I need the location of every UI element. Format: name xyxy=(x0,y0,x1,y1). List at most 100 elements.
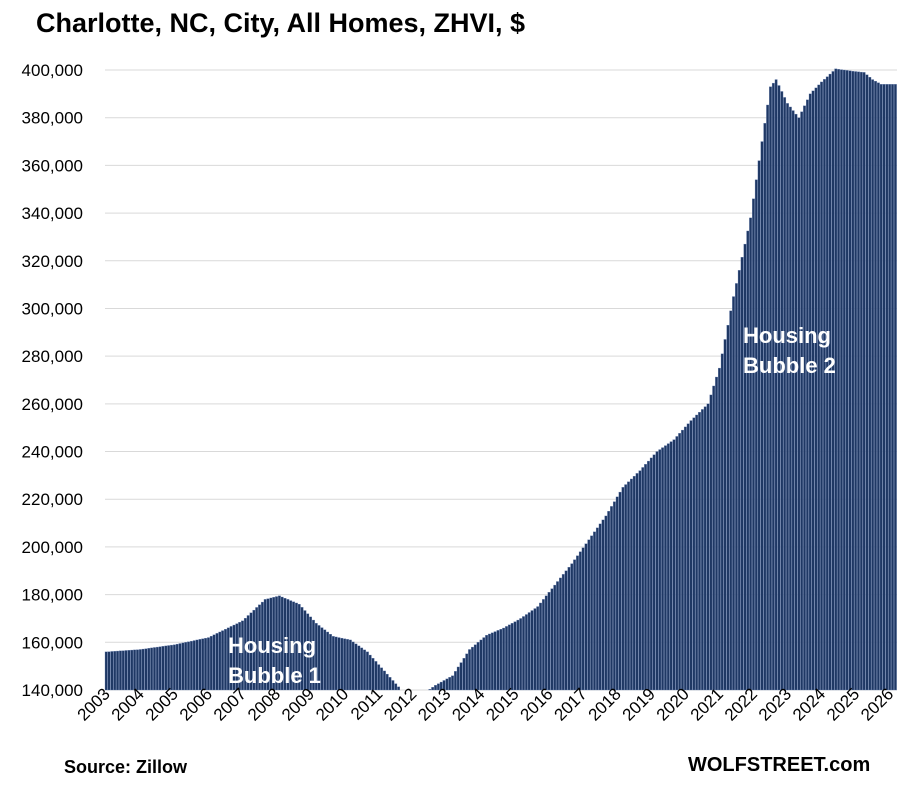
bar xyxy=(218,631,222,691)
bar xyxy=(584,543,588,691)
credit-note: WOLFSTREET.com xyxy=(688,754,871,776)
y-tick-label: 300,000 xyxy=(22,299,83,318)
source-note: Source: Zillow xyxy=(64,757,188,777)
bar xyxy=(647,460,650,691)
bar xyxy=(718,367,721,691)
bar xyxy=(513,621,517,691)
bar-series xyxy=(104,68,897,691)
bar xyxy=(740,257,744,691)
bar xyxy=(885,84,889,691)
bar xyxy=(604,515,608,691)
bar xyxy=(681,429,684,691)
annotation-line: Housing xyxy=(743,323,831,348)
bar xyxy=(624,484,628,691)
bar xyxy=(780,91,784,691)
bar xyxy=(462,658,466,691)
bar xyxy=(340,637,344,691)
bar xyxy=(241,620,244,691)
bar xyxy=(221,630,224,691)
bar xyxy=(428,689,432,691)
annotation-line: Bubble 1 xyxy=(228,663,321,688)
bar xyxy=(235,623,239,691)
bar xyxy=(510,623,514,691)
annotation-line: Housing xyxy=(228,633,316,658)
bar xyxy=(459,662,463,691)
bar xyxy=(871,79,875,691)
bar xyxy=(292,601,295,691)
bar xyxy=(709,394,713,691)
bar xyxy=(635,473,639,691)
bar xyxy=(138,649,142,691)
bar xyxy=(439,681,443,691)
bar xyxy=(192,640,196,691)
bar xyxy=(297,604,301,691)
bar xyxy=(683,426,687,691)
bar xyxy=(726,324,730,691)
bar xyxy=(153,647,156,691)
bar xyxy=(158,646,162,691)
bar xyxy=(865,74,869,691)
bar xyxy=(797,117,801,691)
bar xyxy=(454,671,457,691)
bar xyxy=(229,626,233,691)
bar xyxy=(851,71,855,691)
bar xyxy=(720,353,724,691)
bar xyxy=(295,602,298,691)
bar xyxy=(649,457,653,691)
bar xyxy=(669,441,673,691)
bar xyxy=(172,644,176,691)
bar xyxy=(774,79,778,691)
bar xyxy=(468,649,471,691)
bar xyxy=(190,640,193,691)
bar xyxy=(275,596,278,691)
bar xyxy=(678,433,682,691)
bar xyxy=(601,519,605,691)
bar xyxy=(212,634,216,691)
bar xyxy=(769,86,772,691)
bar xyxy=(737,270,741,691)
bar xyxy=(820,81,823,691)
bar xyxy=(638,470,642,691)
bar xyxy=(763,123,767,691)
y-tick-label: 260,000 xyxy=(22,395,83,414)
bar xyxy=(825,76,829,691)
bar xyxy=(715,376,718,691)
bar xyxy=(249,612,253,691)
bar xyxy=(490,632,494,691)
bar xyxy=(314,623,318,691)
bar xyxy=(539,602,542,691)
bar xyxy=(862,72,866,691)
bar xyxy=(366,651,369,691)
y-tick-label: 220,000 xyxy=(22,490,83,509)
bar xyxy=(743,243,747,691)
bar xyxy=(323,629,327,691)
bar xyxy=(547,592,551,691)
bar xyxy=(791,110,795,691)
bar xyxy=(658,449,662,691)
bar xyxy=(351,641,355,691)
bar xyxy=(116,650,119,691)
bar xyxy=(252,609,256,691)
bar xyxy=(374,661,378,691)
bar xyxy=(377,664,381,691)
bar xyxy=(397,686,400,691)
bar xyxy=(703,406,707,691)
bar xyxy=(700,409,704,691)
bar xyxy=(164,645,168,691)
bar xyxy=(817,84,821,691)
bar xyxy=(104,651,108,691)
bar xyxy=(630,478,633,691)
y-tick-label: 200,000 xyxy=(22,538,83,557)
bar xyxy=(155,646,159,691)
bar xyxy=(891,84,894,691)
bar xyxy=(317,625,321,691)
bar xyxy=(689,420,693,691)
bar xyxy=(590,535,594,691)
bar xyxy=(695,414,699,691)
bar xyxy=(269,597,273,691)
bar xyxy=(110,651,114,691)
bar xyxy=(857,71,860,691)
bar xyxy=(593,531,596,691)
bar xyxy=(567,567,571,691)
